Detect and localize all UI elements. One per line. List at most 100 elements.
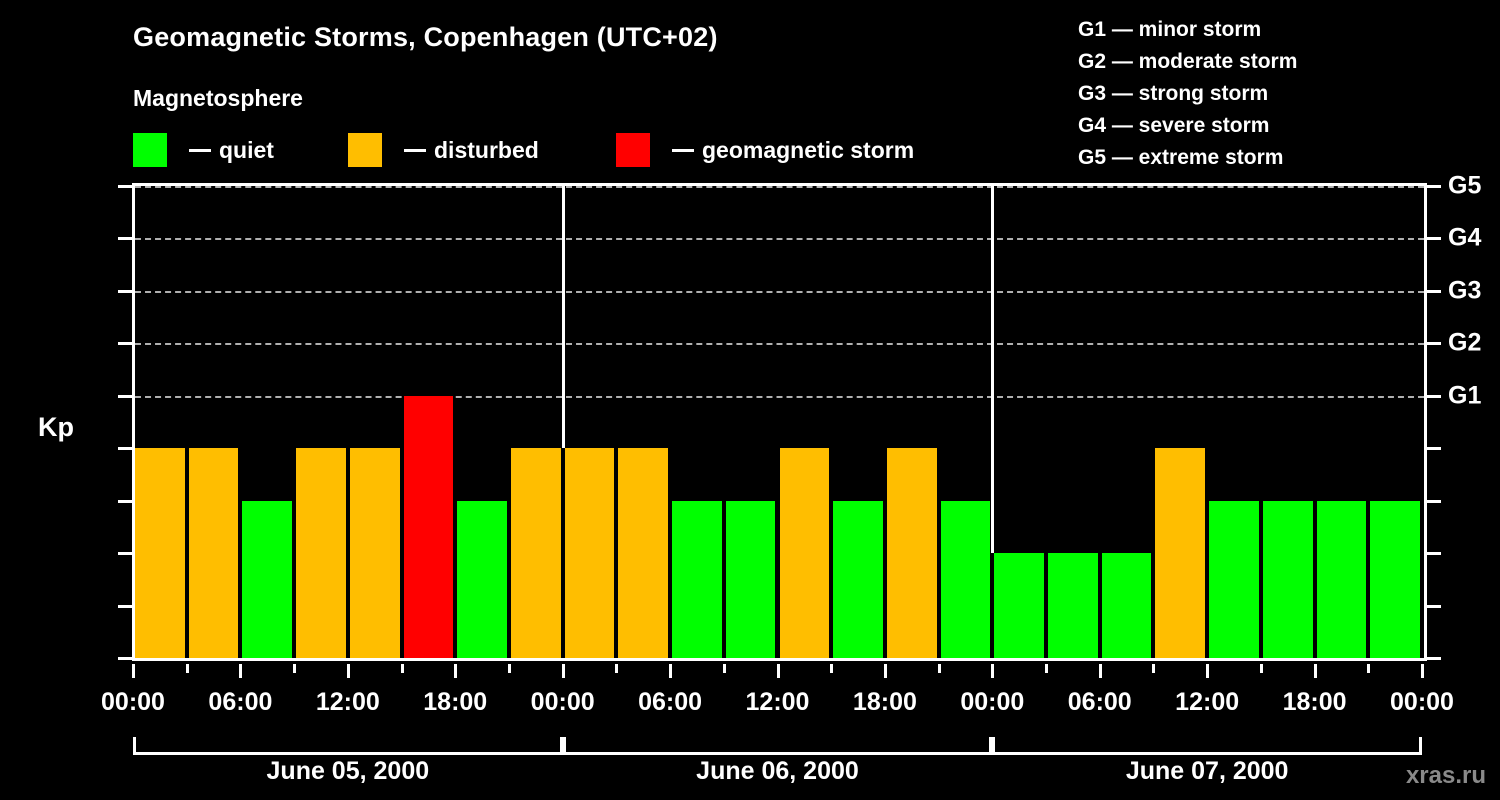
g-scale-row-3: G3 — strong storm — [1078, 82, 1269, 105]
y-tick-mark-6 — [118, 342, 132, 346]
right-tick-mark-kp-1 — [1427, 604, 1441, 608]
bar-5[interactable] — [403, 395, 454, 658]
quiet-legend: quiet — [133, 132, 274, 168]
x-tick-label-0: 00:00 — [101, 688, 165, 716]
bar-10[interactable] — [672, 500, 722, 658]
y-tick-mark-8 — [118, 237, 132, 241]
date-bracket-2 — [562, 737, 993, 755]
x-tick-label-5: 06:00 — [638, 688, 703, 716]
x-minor-tick-1 — [185, 664, 189, 673]
x-tick-label-12: 00:00 — [1390, 688, 1454, 716]
bar-2[interactable] — [242, 500, 293, 658]
bar-7[interactable] — [510, 448, 561, 658]
right-tick-mark-kp-0 — [1427, 657, 1441, 660]
x-tick-label-2: 12:00 — [315, 688, 380, 716]
bar-11[interactable] — [725, 500, 776, 658]
x-minor-tick-19 — [1152, 664, 1156, 673]
right-tick-label-G4: G4 — [1448, 223, 1482, 252]
y-tick-mark-4 — [118, 447, 132, 451]
bar-3[interactable] — [296, 448, 346, 658]
y-tick-mark-5 — [118, 394, 132, 398]
x-tick-label-9: 06:00 — [1067, 688, 1132, 716]
gridline-kp-6 — [135, 343, 1424, 346]
gridline-kp-8 — [135, 238, 1424, 241]
right-tick-mark-kp-4 — [1427, 447, 1441, 451]
legend-swatch-geomagnetic-storm — [616, 133, 650, 167]
g-scale-row-4: G4 — severe storm — [1078, 114, 1270, 137]
bar-16[interactable] — [994, 553, 1045, 658]
x-tick-label-11: 18:00 — [1282, 688, 1347, 716]
x-tick-label-4: 00:00 — [530, 688, 595, 716]
bar-0[interactable] — [135, 448, 185, 658]
x-tick-label-1: 06:00 — [208, 688, 273, 716]
disturbed-legend: disturbed — [348, 132, 539, 168]
day-separator-1 — [561, 186, 565, 449]
right-tick-label-G3: G3 — [1448, 276, 1482, 305]
date-bracket-3 — [992, 737, 1422, 755]
right-tick-mark-kp-8 — [1427, 237, 1441, 241]
watermark: xras.ru — [1405, 762, 1486, 789]
x-tick-mark-6 — [776, 664, 780, 678]
bar-14[interactable] — [886, 448, 937, 658]
right-tick-mark-kp-5 — [1427, 394, 1441, 398]
x-tick-mark-1 — [239, 664, 243, 678]
bar-12[interactable] — [779, 448, 830, 658]
bar-19[interactable] — [1155, 448, 1206, 658]
x-tick-mark-4 — [561, 664, 565, 678]
plot-inner — [135, 186, 1424, 658]
x-minor-tick-3 — [293, 664, 297, 673]
x-tick-label-10: 12:00 — [1175, 688, 1240, 716]
y-tick-mark-1 — [118, 604, 132, 608]
bar-20[interactable] — [1209, 500, 1259, 658]
day-separator-2 — [991, 186, 995, 554]
x-minor-tick-5 — [400, 664, 404, 673]
plot-area — [132, 183, 1427, 661]
bar-17[interactable] — [1048, 553, 1098, 658]
x-tick-mark-0 — [132, 664, 135, 678]
g-scale-row-2: G2 — moderate storm — [1078, 50, 1298, 73]
x-tick-mark-3 — [454, 664, 458, 678]
bar-13[interactable] — [833, 500, 883, 658]
bar-1[interactable] — [188, 448, 239, 658]
legend-label: geomagnetic storm — [702, 136, 915, 163]
bar-23[interactable] — [1370, 500, 1420, 658]
right-tick-mark-kp-6 — [1427, 342, 1441, 346]
legend-label: disturbed — [434, 136, 539, 163]
bar-4[interactable] — [349, 448, 400, 658]
right-tick-label-G2: G2 — [1448, 328, 1482, 357]
x-tick-mark-2 — [346, 664, 350, 678]
bar-15[interactable] — [940, 500, 991, 658]
x-minor-tick-11 — [722, 664, 726, 673]
bar-22[interactable] — [1316, 500, 1367, 658]
y-tick-mark-3 — [118, 499, 132, 503]
x-minor-tick-13 — [830, 664, 834, 673]
x-tick-mark-12 — [1421, 664, 1424, 678]
right-tick-mark-kp-2 — [1427, 552, 1441, 556]
bar-21[interactable] — [1262, 500, 1313, 658]
y-tick-mark-0 — [118, 657, 132, 660]
x-tick-mark-7 — [883, 664, 887, 678]
x-minor-tick-15 — [937, 664, 941, 673]
gridline-kp-9 — [135, 186, 1424, 188]
x-minor-tick-23 — [1367, 664, 1371, 673]
bar-6[interactable] — [457, 500, 507, 658]
page-title: Geomagnetic Storms, Copenhagen (UTC+02) — [133, 22, 718, 52]
y-tick-mark-7 — [118, 289, 132, 293]
bar-18[interactable] — [1101, 553, 1152, 658]
g-scale-legend: G1 — minor storm G2 — moderate storm G3 — … — [1078, 14, 1478, 174]
x-minor-tick-21 — [1259, 664, 1263, 673]
right-tick-mark-kp-7 — [1427, 289, 1441, 293]
bar-9[interactable] — [618, 448, 669, 658]
bar-8[interactable] — [564, 448, 615, 658]
right-tick-mark-kp-3 — [1427, 499, 1441, 503]
legend-label: quiet — [219, 136, 274, 163]
date-label-1: June 05, 2000 — [266, 757, 430, 785]
x-tick-mark-5 — [669, 664, 673, 678]
x-minor-tick-17 — [1045, 664, 1049, 673]
legend-dash-icon — [404, 148, 426, 152]
g-scale-row-1: G1 — minor storm — [1078, 18, 1262, 41]
right-tick-label-G1: G1 — [1448, 381, 1482, 410]
x-tick-label-7: 18:00 — [852, 688, 917, 716]
x-tick-label-3: 18:00 — [423, 688, 488, 716]
date-label-3: June 07, 2000 — [1125, 757, 1289, 785]
